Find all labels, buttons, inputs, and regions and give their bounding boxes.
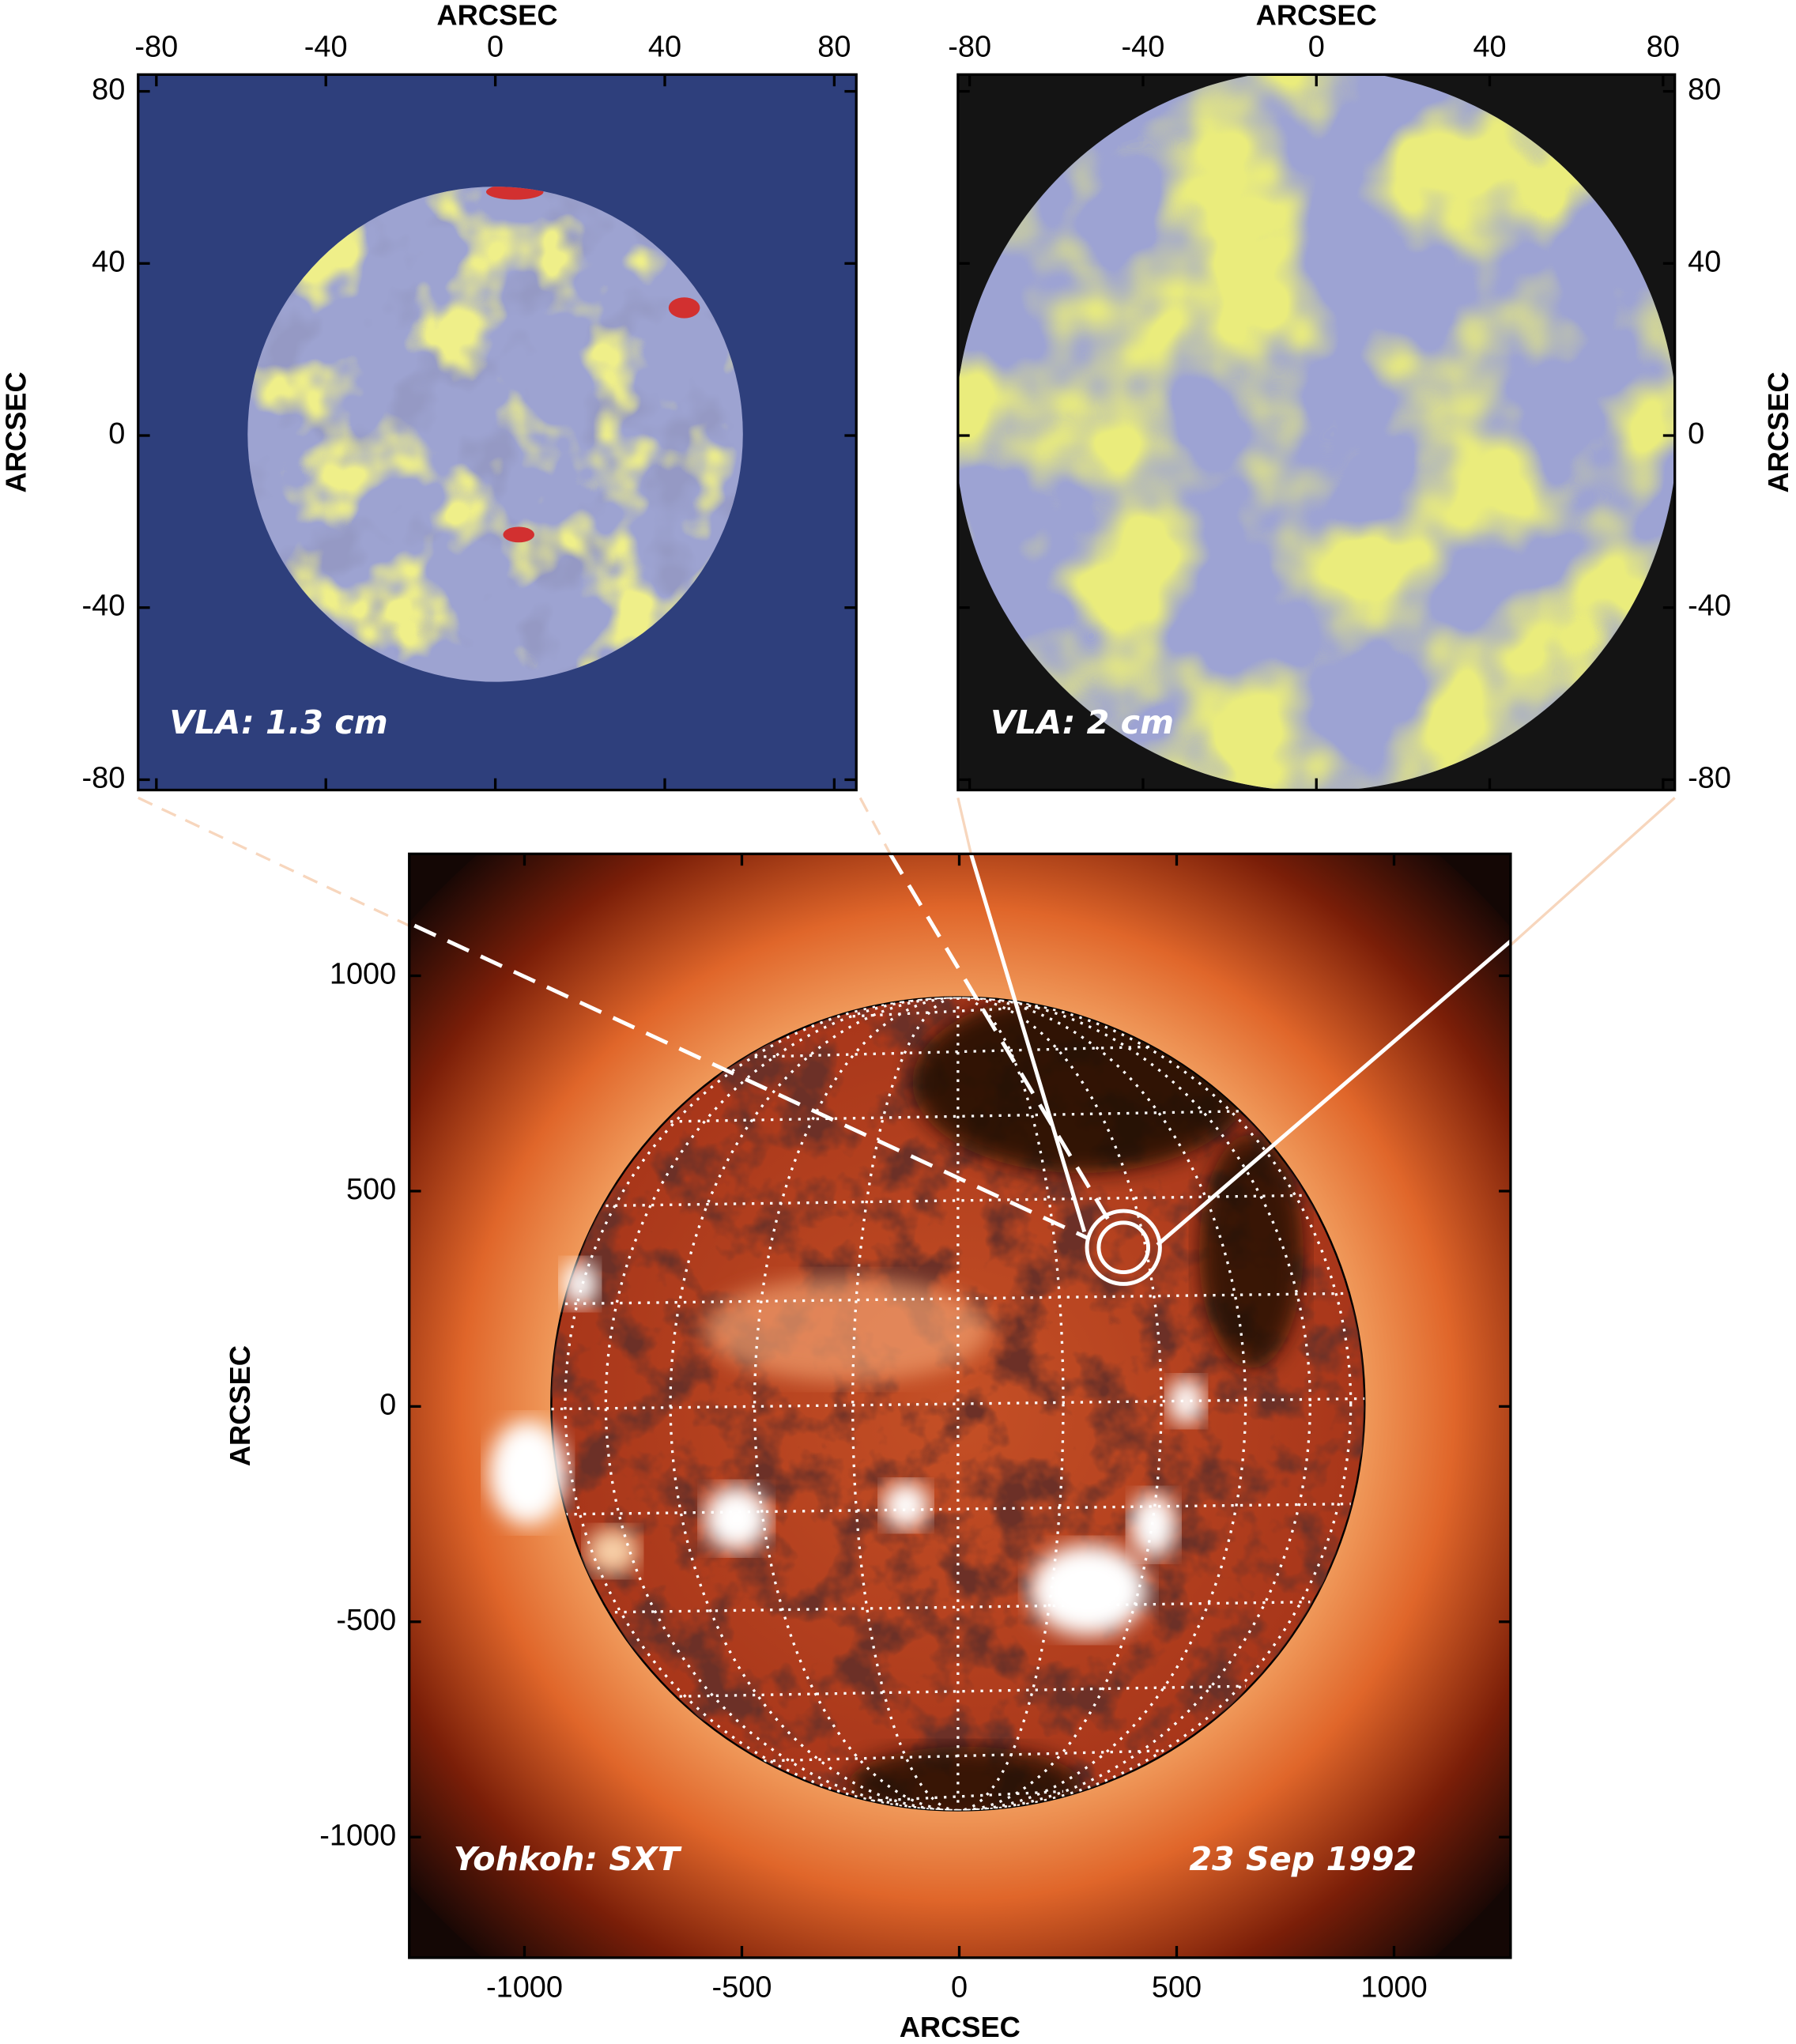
active-region [586, 1527, 639, 1575]
x-tick-label: 500 [1152, 1970, 1202, 2004]
active-region [704, 1277, 991, 1382]
y-tick-label: -40 [81, 590, 125, 623]
y-tick-label: -80 [1688, 761, 1731, 794]
panel-label: VLA: 2 cm [990, 703, 1174, 741]
x-axis-label: ARCSEC [900, 2011, 1021, 2043]
y-tick-label: 80 [1688, 74, 1721, 107]
y-axis-label: ARCSEC [1762, 371, 1794, 492]
y-tick-label: 40 [92, 245, 125, 278]
active-region [1168, 1378, 1205, 1425]
connector [138, 796, 416, 930]
latitude-line [754, 1045, 1162, 1058]
y-axis-label: ARCSEC [0, 371, 32, 492]
frame [137, 73, 858, 792]
connector [413, 923, 1089, 1240]
coronal-hole [1198, 1133, 1304, 1369]
y-axis-label: ARCSEC [224, 1345, 256, 1466]
texture [247, 187, 743, 682]
field-of-view [1085, 1209, 1162, 1286]
x-tick-label: 40 [1473, 30, 1506, 63]
xray-map [409, 854, 1511, 1958]
x-tick-label: 0 [951, 1970, 968, 2004]
connector [968, 854, 1087, 1233]
y-tick-label: 0 [1688, 417, 1704, 451]
decor [138, 74, 1676, 1958]
panel-label: VLA: 1.3 cm [169, 703, 387, 741]
connector [956, 798, 972, 854]
limb-region [489, 1420, 568, 1525]
connector [1509, 797, 1676, 946]
x-tick-label: -1000 [486, 1970, 563, 2004]
x-tick-label: 0 [1308, 30, 1325, 63]
active-region [1029, 1544, 1147, 1636]
disk-detail [551, 997, 1365, 1811]
x-tick-label: -80 [948, 30, 991, 63]
x-tick-label: -500 [712, 1970, 772, 2004]
latitude-line [852, 1004, 1064, 1018]
x-tick-label: 80 [817, 30, 851, 63]
radio-map [247, 187, 743, 682]
date-label: 23 Sep 1992 [1189, 1840, 1417, 1878]
x-tick-label: -40 [304, 30, 348, 63]
longitude-line [604, 997, 1311, 1811]
radio-map [957, 74, 1675, 790]
coordinate-grid [551, 997, 1365, 1811]
connector [1156, 939, 1511, 1246]
y-tick-label: 0 [379, 1388, 396, 1421]
y-tick-label: 80 [92, 74, 125, 107]
x-tick-label: 40 [648, 30, 681, 63]
y-tick-label: -500 [336, 1604, 396, 1637]
spot [503, 526, 534, 543]
y-tick-label: -80 [81, 761, 125, 794]
x-tick-label: 0 [487, 30, 504, 63]
y-tick-label: 500 [346, 1173, 396, 1206]
limb-region [561, 1260, 598, 1308]
longitude-line [753, 997, 1163, 1811]
x-axis-label: ARCSEC [436, 0, 557, 31]
spot [668, 297, 700, 319]
y-tick-label: 40 [1688, 245, 1721, 278]
y-tick-label: -40 [1688, 590, 1731, 623]
latitude-line [852, 1789, 1064, 1804]
longitude-line [564, 997, 1353, 1811]
x-axis-label: ARCSEC [1256, 0, 1377, 31]
x-tick-label: 1000 [1360, 1970, 1427, 2004]
active-region [704, 1485, 769, 1552]
y-tick-label: -1000 [319, 1819, 396, 1852]
texture [957, 74, 1675, 790]
y-tick-label: 1000 [330, 958, 396, 991]
disk-group [957, 74, 1675, 790]
field-of-view [1096, 1220, 1151, 1275]
longitude-line [669, 997, 1247, 1811]
x-tick-label: 80 [1647, 30, 1680, 63]
active-region [882, 1482, 930, 1529]
latitude-line [754, 1749, 1162, 1763]
connector [858, 797, 892, 855]
active-region [1130, 1492, 1177, 1558]
panel-label: Yohkoh: SXT [454, 1840, 682, 1878]
x-tick-label: -80 [134, 30, 178, 63]
y-tick-label: 0 [108, 417, 125, 451]
x-tick-label: -40 [1122, 30, 1165, 63]
